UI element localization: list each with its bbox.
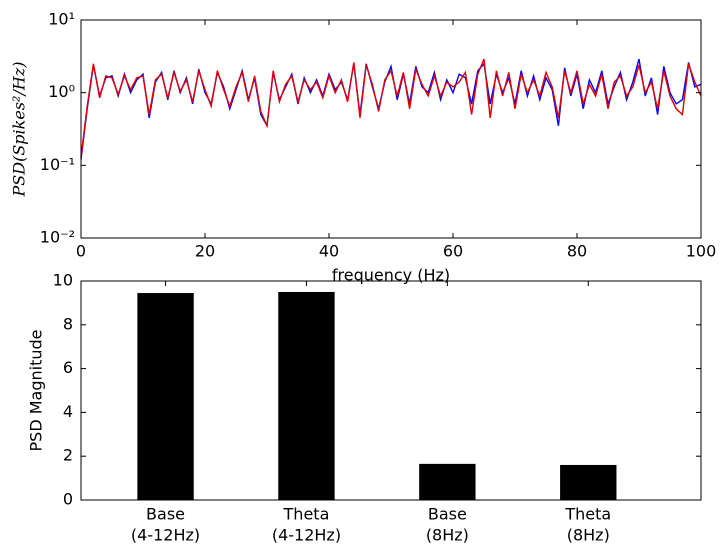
x-tick-label: Theta [283, 505, 330, 524]
bar [419, 463, 476, 500]
x-axis-label: frequency (Hz) [332, 266, 450, 285]
x-tick-label: 100 [686, 242, 717, 261]
series-line [80, 58, 702, 158]
y-tick-label: 10 [53, 271, 73, 290]
x-tick-label: Base [146, 505, 185, 524]
x-tick-label: 40 [319, 242, 339, 261]
x-tick-label: Theta [564, 505, 611, 524]
bar [560, 464, 617, 500]
y-tick-label: 10⁰ [48, 82, 75, 101]
x-tick-label: 60 [443, 242, 463, 261]
bar [278, 291, 335, 500]
y-tick-label: 8 [63, 314, 73, 333]
y-tick-label: 10⁻¹ [40, 155, 75, 174]
x-tick-label: (4-12Hz) [131, 526, 200, 545]
y-axis-label: PSD(Spikes²/Hz) [10, 62, 29, 198]
axes-frame [80, 280, 702, 501]
y-tick-label: 0 [63, 490, 73, 509]
x-tick-label: 0 [76, 242, 86, 261]
y-tick-label: 6 [63, 358, 73, 377]
y-tick-label: 2 [63, 446, 73, 465]
y-tick-label: 10¹ [48, 10, 75, 29]
x-tick-label: Base [428, 505, 467, 524]
x-tick-label: (8Hz) [567, 526, 610, 545]
axes-frame [80, 19, 702, 239]
x-tick-label: 80 [567, 242, 587, 261]
x-tick-label: 20 [195, 242, 215, 261]
y-axis-label: PSD Magnitude [27, 330, 46, 452]
x-tick-label: (8Hz) [426, 526, 469, 545]
y-tick-label: 4 [63, 402, 73, 421]
bar [137, 293, 194, 500]
x-tick-label: (4-12Hz) [272, 526, 341, 545]
y-tick-label: 10⁻² [40, 228, 75, 247]
